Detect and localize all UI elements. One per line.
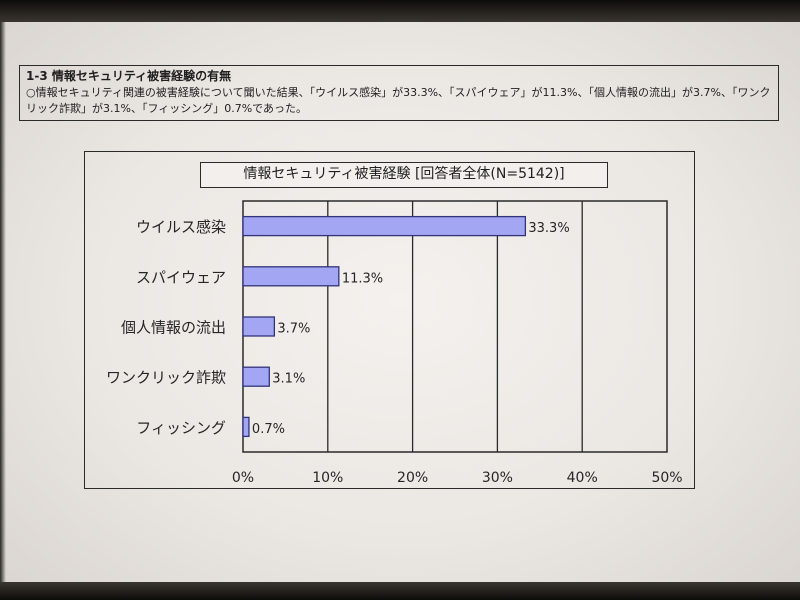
chart-title: 情報セキュリティ被害経験 [回答者全体(N=5142)]	[200, 162, 608, 188]
top-dark-border	[0, 0, 800, 22]
category-label: ワンクリック詐欺	[106, 369, 226, 387]
bar	[242, 366, 270, 387]
section-header-box: 1-3 情報セキュリティ被害経験の有無 ○情報セキュリティ関連の被害経験について…	[19, 65, 779, 121]
data-label: 3.7%	[277, 322, 310, 337]
bar	[242, 215, 527, 237]
bar	[242, 316, 276, 337]
x-tick-label: 50%	[651, 470, 682, 486]
bar	[242, 266, 340, 287]
data-label: 3.1%	[272, 372, 305, 387]
category-label: 個人情報の流出	[121, 319, 226, 337]
bottom-dark-border	[0, 582, 800, 600]
section-heading: 1-3 情報セキュリティ被害経験の有無	[26, 69, 232, 83]
x-tick-label: 0%	[232, 470, 254, 486]
chart-labels: 0% 10% 20% 30% 40% 50% ウイルス感染 33.3% スパイウェア 11.3% 個…	[106, 218, 683, 486]
data-label: 33.3%	[528, 221, 569, 236]
category-label: フィッシング	[136, 419, 226, 437]
data-label: 0.7%	[252, 422, 285, 437]
x-tick-label: 10%	[312, 470, 343, 486]
section-summary: ○情報セキュリティ関連の被害経験について聞いた結果、「ウイルス感染」が33.3%…	[26, 86, 771, 115]
chart-frame	[84, 151, 695, 489]
category-label: スパイウェア	[136, 268, 226, 286]
data-label: 11.3%	[342, 271, 383, 286]
x-tick-label: 40%	[567, 470, 598, 486]
left-dark-border	[0, 22, 6, 582]
chart-grid	[242, 200, 668, 453]
x-tick-label: 20%	[397, 470, 428, 486]
x-tick-label: 30%	[482, 470, 513, 486]
chart-bars	[242, 215, 527, 438]
bar	[242, 416, 250, 438]
category-label: ウイルス感染	[136, 218, 226, 236]
